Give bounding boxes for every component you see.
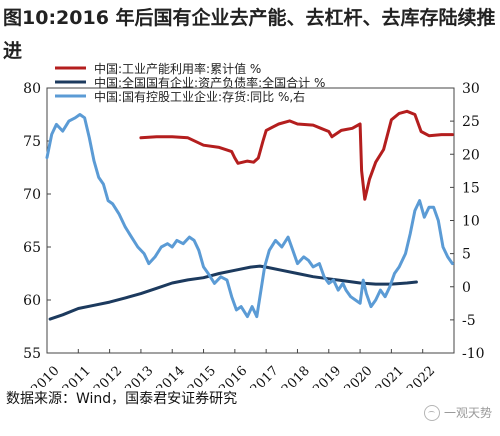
x-axis-tick-label: 2017 [248, 364, 282, 388]
line-chart: 556065707580-10-505101520253020102011201… [23, 61, 485, 388]
right-axis-tick-label: 10 [462, 214, 480, 230]
right-axis-tick-label: 0 [462, 280, 471, 296]
x-axis-tick-label: 2019 [310, 364, 344, 388]
series-line-2 [48, 264, 418, 321]
left-axis-tick-label: 70 [23, 187, 41, 203]
left-axis-tick-label: 55 [23, 346, 41, 362]
right-axis-tick-label: 15 [462, 180, 480, 196]
left-axis-tick-label: 80 [23, 81, 41, 97]
series-line-3 [45, 113, 454, 319]
x-axis-tick-label: 2013 [122, 364, 156, 388]
left-axis-tick-label: 75 [23, 134, 41, 150]
source-note: 数据来源：Wind，国泰君安证券研究 [6, 391, 238, 407]
x-axis-tick-label: 2021 [373, 364, 407, 388]
x-axis-tick-label: 2016 [216, 364, 250, 388]
x-axis-tick-label: 2012 [91, 364, 125, 388]
right-axis-tick-label: 20 [462, 147, 480, 163]
legend-label-2: 中国:全国国有企业:资产负债率:全国合计 % [94, 75, 325, 90]
chart-title: 图10:2016 年后国有企业去产能、去杠杆、去库存陆续推进 [3, 7, 496, 62]
right-axis-tick-label: 25 [462, 114, 480, 130]
watermark-logo-icon [423, 404, 440, 421]
right-axis-tick-label: 5 [462, 247, 471, 263]
x-axis-tick-label: 2020 [342, 364, 376, 388]
x-axis-tick-label: 2022 [404, 364, 438, 388]
legend-label-1: 中国:工业产能利用率:累计值 % [94, 61, 261, 76]
right-axis-tick-label: 30 [462, 81, 480, 97]
left-axis-tick-label: 60 [23, 293, 41, 309]
right-axis-tick-label: -10 [462, 346, 485, 362]
x-axis-tick-label: 2011 [60, 364, 94, 388]
right-axis-tick-label: -5 [462, 313, 476, 329]
chart-area: 55 60 65 70 75 80 -10 -5 0 5 10 15 20 25 30 2010 2011 201… [0, 50, 500, 388]
legend-label-3: 中国:国有控股工业企业:存货:同比 %,右 [94, 89, 305, 104]
x-axis-tick-label: 2010 [29, 364, 63, 388]
x-axis-tick-label: 2015 [185, 364, 219, 388]
x-axis-tick-label: 2014 [154, 364, 188, 388]
series-line-1 [139, 109, 454, 201]
watermark-text: 一观天势 [443, 406, 492, 420]
watermark: 一观天势 [423, 404, 492, 421]
x-axis-tick-label: 2018 [279, 364, 313, 388]
left-axis-tick-label: 65 [23, 240, 41, 256]
